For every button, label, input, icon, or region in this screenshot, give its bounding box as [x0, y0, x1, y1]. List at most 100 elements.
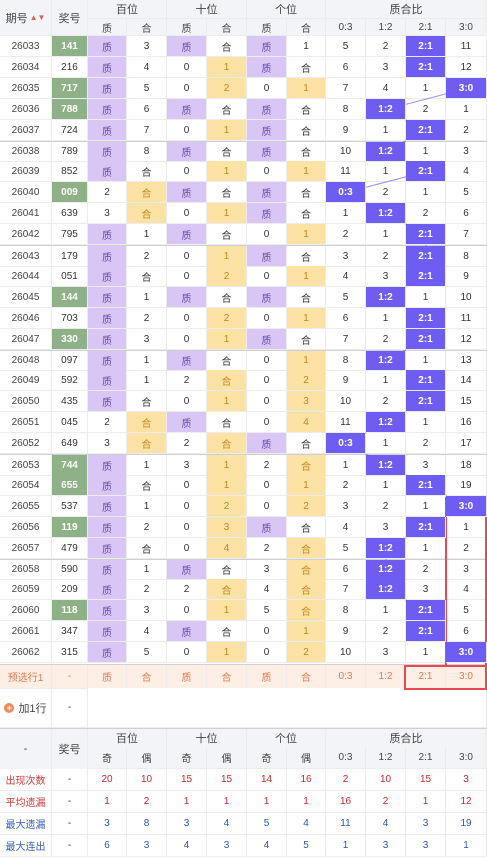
stat-value: 5: [287, 835, 326, 857]
tens-prime-miss: 3: [167, 455, 207, 476]
stat-value: 1: [406, 791, 446, 813]
hundreds-composite-mark: 合: [127, 182, 167, 203]
stat-label: 出现次数: [0, 769, 52, 791]
ratio-miss-2: 2: [406, 99, 446, 120]
tens-prime-miss: 0: [167, 517, 207, 538]
issue-number: 26045: [0, 287, 52, 308]
ratio-hit-2: 2:1: [406, 246, 446, 267]
ratio-miss-3: 12: [446, 329, 487, 350]
units-composite-mark: 合: [287, 455, 326, 476]
units-prime-mark: 质: [247, 182, 287, 203]
stat-value: 20: [88, 769, 127, 791]
units-composite-mark: 1: [287, 351, 326, 371]
issue-number: 26033: [0, 36, 52, 57]
ratio-miss-2: 3: [406, 455, 446, 476]
units-composite-mark: 1: [287, 161, 326, 182]
ratio-miss-0: 5: [326, 36, 366, 57]
preview-cell-2[interactable]: 质: [167, 665, 207, 689]
preview-cell-3[interactable]: 合: [207, 665, 247, 689]
units-prime-mark: 质: [247, 246, 287, 267]
units-prime-mark: 质: [247, 329, 287, 350]
ratio-miss-1: 2: [366, 182, 406, 203]
preview-cell-5[interactable]: 合: [287, 665, 326, 689]
preview-cell-0[interactable]: 质: [88, 665, 127, 689]
issue-number: 26048: [0, 351, 52, 371]
header-row-groups: 期号 ▲▼ 奖号 百位 十位 个位 质合比: [0, 0, 487, 36]
issue-number: 26034: [0, 57, 52, 78]
preview-cell-4[interactable]: 质: [247, 665, 287, 689]
group-header-tens: 十位: [167, 0, 247, 19]
footer-ratio-1: 1:2: [366, 747, 406, 769]
draw-number: 315: [52, 642, 88, 663]
issue-number: 26052: [0, 433, 52, 454]
ratio-miss-3: 11: [446, 36, 487, 57]
units-prime-mark: 质: [247, 57, 287, 78]
ratio-hit-1: 1:2: [366, 455, 406, 476]
ratio-hit-1: 1:2: [366, 142, 406, 162]
stat-value: 1: [247, 791, 287, 813]
ratio-miss-0: 4: [326, 517, 366, 538]
tens-prime-miss: 0: [167, 642, 207, 663]
ratio-hit-3: 3:0: [446, 642, 487, 663]
issue-number: 26041: [0, 203, 52, 224]
stat-value: 8: [127, 813, 167, 835]
add-row-label[interactable]: 加1行: [18, 702, 47, 715]
preview-cell-8[interactable]: 2:1: [406, 665, 446, 689]
table-row: 26062 315 质 5 0 1 0 2 10 3 1 3:0: [0, 642, 487, 663]
preview-cell-1[interactable]: 合: [127, 665, 167, 689]
tens-composite-mark: 1: [207, 642, 247, 663]
stat-value: 11: [326, 813, 366, 835]
ratio-miss-0: 6: [326, 308, 366, 329]
ratio-miss-1: 3: [366, 266, 406, 287]
table-row: 26054 655 质合 0 1 0 1 2 1 2:1 19: [0, 475, 487, 496]
preview-cell-9[interactable]: 3:0: [446, 665, 487, 689]
ratio-miss-2: 1: [406, 538, 446, 559]
issue-number: 26046: [0, 308, 52, 329]
plus-icon[interactable]: +: [4, 702, 15, 713]
ratio-miss-3: 3: [446, 142, 487, 162]
sort-icon[interactable]: ▲▼: [29, 12, 46, 22]
hundreds-prime-mark: 质: [88, 621, 127, 642]
stat-value: 16: [287, 769, 326, 791]
issue-number: 26056: [0, 517, 52, 538]
table-row: 26056 119 质 2 0 3 质合 4 3 2:1 1: [0, 517, 487, 538]
hundreds-composite-miss: 2: [127, 517, 167, 538]
tens-composite-mark: 1: [207, 600, 247, 621]
stat-value: 1: [326, 835, 366, 857]
stat-value: 15: [167, 769, 207, 791]
stat-value: 3: [406, 813, 446, 835]
hundreds-composite-miss: 6: [127, 99, 167, 120]
units-composite-miss: 合: [287, 246, 326, 267]
units-prime-mark: 质: [247, 433, 287, 454]
tens-prime-mark: 质: [167, 412, 207, 433]
issue-number: 26055: [0, 496, 52, 517]
ratio-miss-1: 1: [366, 308, 406, 329]
ratio-miss-0: 6: [326, 560, 366, 580]
stat-value: 19: [446, 813, 487, 835]
hundreds-prime-mark: 质: [88, 496, 127, 517]
units-prime-miss: 0: [247, 621, 287, 642]
hundreds-prime-mark: 质: [88, 351, 127, 371]
units-prime-miss: 0: [247, 351, 287, 371]
ratio-miss-2: 1: [406, 287, 446, 308]
tens-composite-mark: 2: [207, 78, 247, 99]
hundreds-composite-miss: 2: [127, 579, 167, 600]
hundreds-prime-mark: 质: [88, 370, 127, 391]
tens-prime-mark: 质: [167, 351, 207, 371]
ratio-hit-2: 2:1: [406, 120, 446, 141]
preview-row-label[interactable]: 预选行1: [0, 665, 52, 689]
tens-prime-miss: 0: [167, 246, 207, 267]
stat-value: 4: [167, 835, 207, 857]
units-composite-mark: 1: [287, 621, 326, 642]
add-row-button[interactable]: + 加1行: [0, 688, 52, 728]
ratio-hit-3: 3:0: [446, 78, 487, 99]
tens-composite-mark: 1: [207, 475, 247, 496]
footer-group-units: 个位: [247, 729, 326, 748]
units-composite-miss: 合: [287, 203, 326, 224]
subheader-prime: 质: [247, 19, 287, 36]
issue-column-header[interactable]: 期号 ▲▼: [0, 0, 52, 36]
stat-row: 最大遗漏 -3 8 3 4 5 4 11 4 3 19: [0, 813, 487, 835]
preview-cell-6[interactable]: 0:3: [326, 665, 366, 689]
hundreds-composite-miss: 合: [127, 266, 167, 287]
preview-cell-7[interactable]: 1:2: [366, 665, 406, 689]
